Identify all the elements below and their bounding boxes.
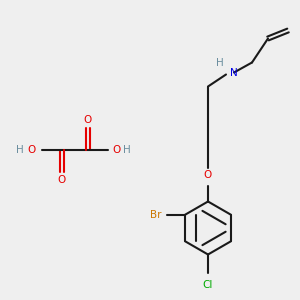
Text: O: O	[58, 175, 66, 185]
Text: N: N	[230, 68, 238, 77]
Text: H: H	[216, 58, 224, 68]
Text: O: O	[84, 115, 92, 125]
Text: Cl: Cl	[203, 280, 213, 290]
Text: O: O	[204, 170, 212, 181]
Text: Br: Br	[150, 210, 162, 220]
Text: H: H	[16, 145, 24, 155]
Text: O: O	[28, 145, 36, 155]
Text: H: H	[123, 145, 131, 155]
Text: O: O	[112, 145, 120, 155]
